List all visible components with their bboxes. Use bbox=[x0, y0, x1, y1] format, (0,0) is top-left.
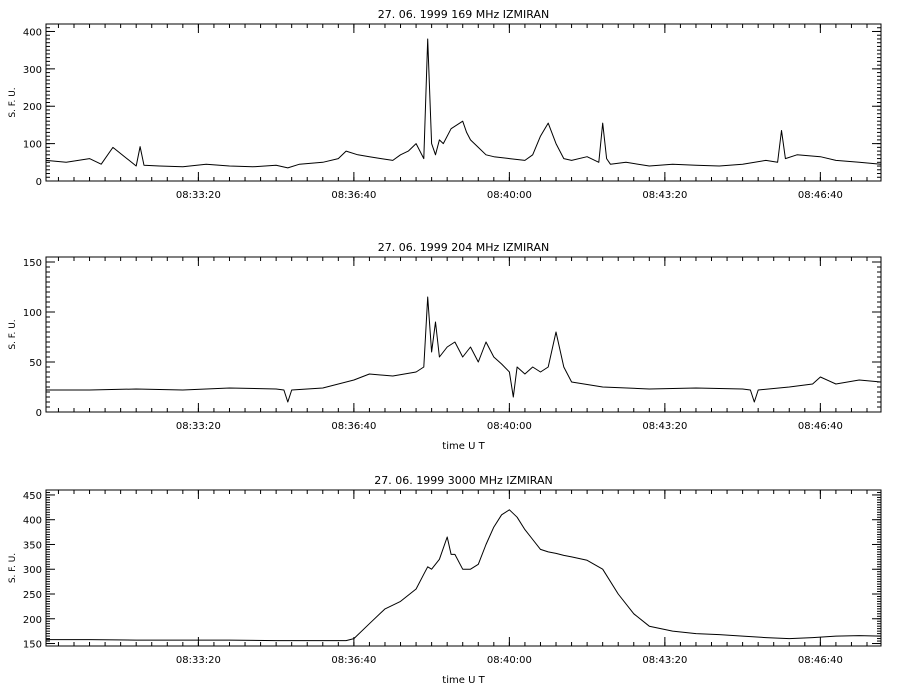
x-tick-label-169mhz: 08:43:20 bbox=[642, 190, 687, 201]
x-tick-label-169mhz: 08:40:00 bbox=[487, 190, 532, 201]
x-axis-label-204mhz: time U T bbox=[442, 441, 485, 452]
y-axis-label-169mhz: S. F. U. bbox=[8, 87, 18, 117]
x-tick-label-204mhz: 08:46:40 bbox=[798, 421, 843, 432]
x-tick-label-169mhz: 08:33:20 bbox=[176, 190, 221, 201]
chart-title-169mhz: 27. 06. 1999 169 MHz IZMIRAN bbox=[378, 8, 549, 21]
y-tick-label-204mhz: 150 bbox=[23, 258, 42, 269]
y-tick-label-169mhz: 0 bbox=[36, 177, 42, 188]
y-tick-label-3000mhz: 200 bbox=[23, 615, 42, 626]
y-tick-label-169mhz: 200 bbox=[23, 102, 42, 113]
series-line-204mhz bbox=[46, 296, 882, 403]
x-axis-label-3000mhz: time U T bbox=[442, 675, 485, 686]
y-axis-label-204mhz: S. F. U. bbox=[8, 319, 18, 349]
y-tick-label-3000mhz: 400 bbox=[23, 516, 42, 527]
chart-title-3000mhz: 27. 06. 1999 3000 MHz IZMIRAN bbox=[374, 474, 552, 487]
x-tick-label-3000mhz: 08:40:00 bbox=[487, 655, 532, 666]
y-tick-label-169mhz: 300 bbox=[23, 65, 42, 76]
y-tick-label-204mhz: 0 bbox=[36, 408, 42, 419]
y-tick-label-3000mhz: 150 bbox=[23, 640, 42, 651]
x-tick-label-3000mhz: 08:46:40 bbox=[798, 655, 843, 666]
y-tick-label-204mhz: 50 bbox=[29, 358, 42, 369]
x-tick-label-3000mhz: 08:36:40 bbox=[331, 655, 376, 666]
series-line-3000mhz bbox=[46, 509, 882, 642]
series-line-169mhz bbox=[45, 38, 882, 169]
x-tick-label-169mhz: 08:36:40 bbox=[331, 190, 376, 201]
y-tick-label-3000mhz: 450 bbox=[23, 491, 42, 502]
plot-frame-3000mhz bbox=[45, 489, 882, 647]
x-tick-label-3000mhz: 08:33:20 bbox=[176, 655, 221, 666]
chart-panel-204mhz: 27. 06. 1999 204 MHz IZMIRAN S. F. U. time… bbox=[8, 241, 882, 452]
y-tick-label-3000mhz: 300 bbox=[23, 565, 42, 576]
x-tick-label-204mhz: 08:40:00 bbox=[487, 421, 532, 432]
y-tick-label-3000mhz: 250 bbox=[23, 590, 42, 601]
y-tick-label-3000mhz: 350 bbox=[23, 540, 42, 551]
y-axis-label-3000mhz: S. F. U. bbox=[8, 553, 18, 583]
chart-panel-3000mhz: 27. 06. 1999 3000 MHz IZMIRAN S. F. U. tim… bbox=[8, 474, 882, 686]
x-tick-label-169mhz: 08:46:40 bbox=[798, 190, 843, 201]
x-tick-label-3000mhz: 08:43:20 bbox=[642, 655, 687, 666]
chart-panel-169mhz: 27. 06. 1999 169 MHz IZMIRAN S. F. U. 0 100… bbox=[8, 8, 882, 201]
x-tick-label-204mhz: 08:43:20 bbox=[642, 421, 687, 432]
chart-title-204mhz: 27. 06. 1999 204 MHz IZMIRAN bbox=[378, 241, 549, 254]
y-tick-label-204mhz: 100 bbox=[23, 308, 42, 319]
plot-frame-169mhz bbox=[45, 23, 882, 182]
x-tick-label-204mhz: 08:36:40 bbox=[331, 421, 376, 432]
y-tick-label-169mhz: 400 bbox=[23, 27, 42, 38]
x-tick-label-204mhz: 08:33:20 bbox=[176, 421, 221, 432]
plot-frame-204mhz bbox=[45, 256, 882, 413]
y-tick-label-169mhz: 100 bbox=[23, 140, 42, 151]
